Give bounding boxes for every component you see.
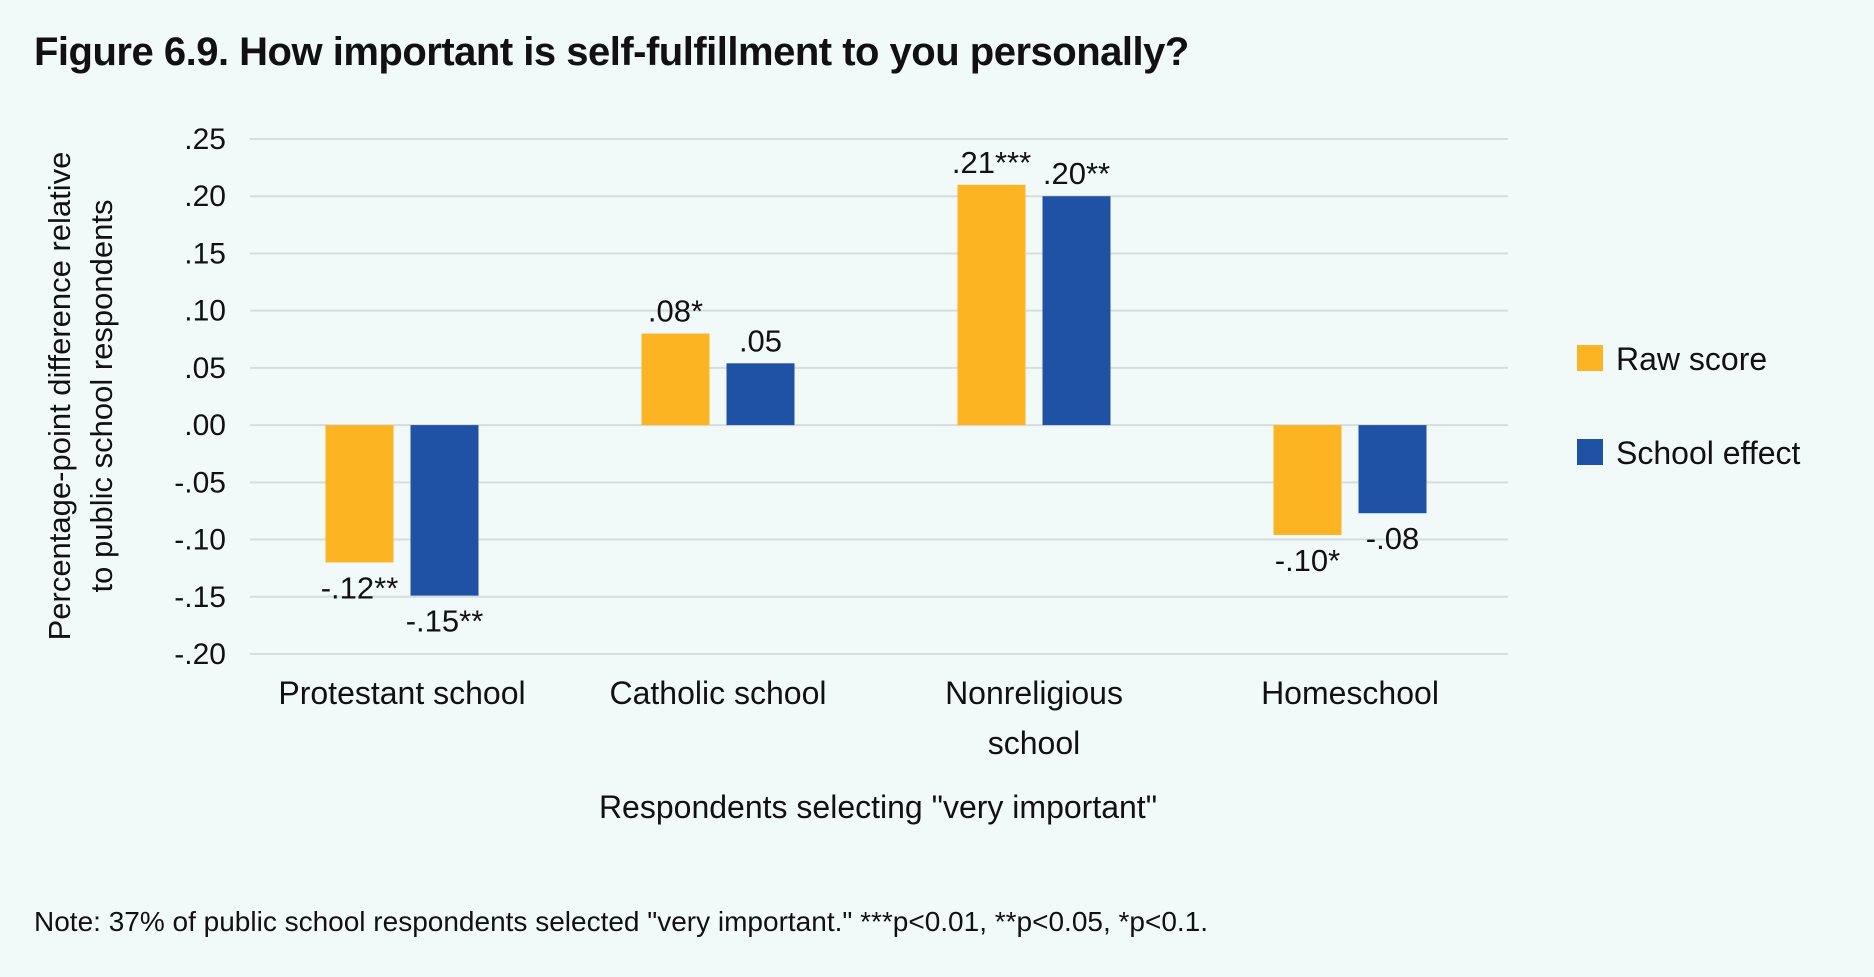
legend-label-school-effect: School effect	[1616, 435, 1801, 471]
data-label: .08*	[648, 294, 703, 329]
data-label: -.15**	[406, 604, 484, 639]
y-tick-label: -.20	[174, 638, 226, 671]
data-label: .20**	[1043, 156, 1110, 191]
chart-note: Note: 37% of public school respondents s…	[34, 906, 1209, 937]
bar-school-effect	[1042, 196, 1111, 426]
legend-label-raw-score: Raw score	[1616, 341, 1767, 377]
y-tick-label: .20	[184, 180, 226, 213]
bar-school-effect	[1358, 425, 1427, 514]
y-tick-label: .05	[184, 352, 226, 385]
x-tick-label: Protestant school	[278, 675, 525, 711]
data-label: .21***	[952, 145, 1031, 180]
data-label: .05	[739, 323, 782, 358]
bar-school-effect	[410, 425, 479, 596]
data-labels: -.12** .08* .21*** -.10* -.15** .05 .20** -.08	[321, 145, 1419, 639]
bar-raw-score	[325, 425, 394, 563]
x-tick-label: Catholic school	[610, 675, 827, 711]
y-axis-title-line: to public school respondents	[84, 200, 119, 593]
chart-title: Figure 6.9. How important is self-fulfil…	[34, 30, 1189, 74]
bar-raw-score	[957, 184, 1026, 426]
axis-titles: Respondents selecting "very important" Pe…	[42, 152, 1157, 825]
legend-swatch-school-effect	[1577, 439, 1603, 465]
bar-school-effect	[726, 363, 795, 426]
bars	[325, 184, 1427, 596]
y-axis-title: Percentage-point difference relative to p…	[42, 152, 119, 641]
x-tick-label: Nonreligious	[945, 675, 1123, 711]
data-label: -.10*	[1275, 543, 1340, 578]
y-tick-label: .10	[184, 295, 226, 328]
y-tick-label: -.10	[174, 524, 226, 557]
y-tick-label: .00	[184, 409, 226, 442]
y-tick-label: .25	[184, 123, 226, 156]
y-tick-label: -.05	[174, 466, 226, 499]
x-axis-title: Respondents selecting "very important"	[599, 789, 1157, 825]
data-label: -.12**	[321, 570, 399, 605]
data-label: -.08	[1366, 521, 1419, 556]
y-tick-label: .15	[184, 237, 226, 270]
legend-swatch-raw-score	[1577, 345, 1603, 371]
y-tick-labels: .25 .20 .15 .10 .05 .00 -.05 -.10 -.15 -.20	[174, 123, 226, 671]
legend: Raw score School effect	[1577, 341, 1801, 471]
bar-raw-score	[1273, 425, 1342, 535]
y-tick-label: -.15	[174, 581, 226, 614]
bar-raw-score	[641, 333, 710, 426]
x-tick-label: Homeschool	[1261, 675, 1439, 711]
y-axis-title-line: Percentage-point difference relative	[42, 152, 77, 641]
x-tick-label: school	[988, 725, 1081, 761]
x-tick-labels: Protestant school Catholic school Nonrelig…	[278, 675, 1439, 761]
